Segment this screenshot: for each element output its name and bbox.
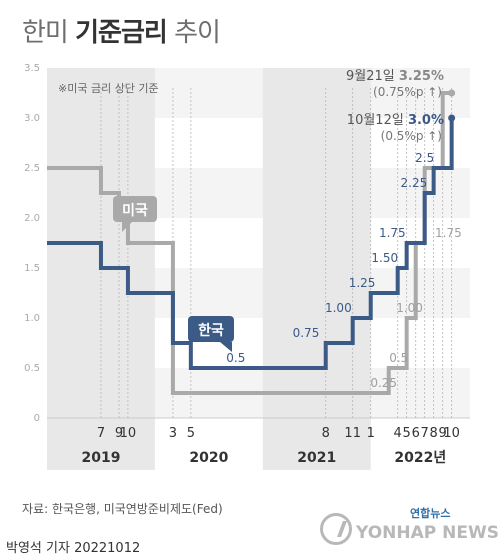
logo-english-text: YONHAP NEWS [356,523,499,543]
year-label: 2020 [189,450,228,466]
us-end-value: 3.25% [399,69,444,84]
month-tick-label: 10 [120,426,137,441]
credit-line: 박영석 기자 20221012 [6,541,141,556]
month-tick-label: 7 [97,426,105,441]
value-label: 1.25 [349,276,376,290]
year-shade [262,68,371,470]
source-note: 자료: 한국은행, 미국연방준비제도(Fed) [22,502,223,516]
korea-end-date: 10월12일 [347,113,408,128]
month-tick-label: 9 [115,426,123,441]
year-label: 2021 [297,450,336,466]
month-tick-label: 3 [169,426,177,441]
month-tick-label: 4 [394,426,402,441]
y-tick-label: 2.5 [24,163,40,174]
yonhap-logo: 연합뉴스 YONHAP NEWS [318,505,499,549]
y-tick-label: 1.5 [24,263,40,274]
korea-end-change: (0.5%p ↑) [381,129,442,143]
y-tick-label: 0.5 [24,363,40,374]
title-light-1: 한미 [22,18,69,48]
month-tick-label: 6 [412,426,420,441]
y-tick-label: 3.0 [24,113,40,124]
month-tick-label: 7 [421,426,429,441]
rate-chart: 00.51.01.52.02.53.03.57 910 3 5 8 11 1 4 5 6 7 8 910… [24,63,470,470]
month-tick-label: 5 [403,426,411,441]
korea-tag-box [188,316,234,342]
value-label: 0.5 [389,351,408,365]
month-tick-label: 5 [187,426,195,441]
value-label: 1.00 [396,301,423,315]
y-tick-label: 0 [34,413,40,424]
korea-tag-label: 한국 [198,323,224,339]
korea-end-value: 3.0% [408,113,444,128]
value-label: 2.5 [415,151,434,165]
korea-end-date-value: 10월12일 3.0% [347,113,444,128]
month-tick-label: 9 [439,426,447,441]
series-end-dot [448,89,456,97]
logo-korean-text: 연합뉴스 [410,507,451,520]
y-tick-label: 1.0 [24,313,40,324]
value-label: 1.50 [371,251,398,265]
month-tick-label: 11 [344,426,361,441]
month-tick-label: 8 [322,426,330,441]
value-label: 0.5 [226,351,245,365]
us-tag-box [113,196,157,222]
title-light-2: 추이 [174,18,221,48]
value-label: 1.00 [325,301,352,315]
month-tick-label: 10 [443,426,460,441]
yonhap-logo-icon [320,513,352,545]
y-tick-label: 3.5 [24,63,40,74]
us-end-change: (0.75%p ↑) [373,85,442,99]
value-label: 0.25 [370,376,397,390]
value-label: 1.75 [379,226,406,240]
us-tag-pointer [122,222,132,232]
y-tick-label: 2.0 [24,213,40,224]
chart-title: 한미 기준금리 추이 [22,12,221,49]
series-line-korea [47,118,454,370]
us-tag-label: 미국 [122,203,148,219]
title-bold: 기준금리 [75,18,168,48]
month-tick-label: 1 [367,426,375,441]
month-tick-label: 8 [429,426,437,441]
year-label: 2022년 [394,450,446,466]
chart-note: ※미국 금리 상단 기준 [58,82,159,95]
value-label: 2.25 [401,176,428,190]
year-label: 2019 [81,450,120,466]
series-end-dot [448,114,456,122]
value-label: 1.75 [435,226,462,240]
us-end-date: 9월21일 [346,69,399,84]
us-end-date-value: 9월21일 3.25% [346,69,444,84]
value-label: 0.75 [293,326,320,340]
korea-tag-pointer [220,342,232,352]
